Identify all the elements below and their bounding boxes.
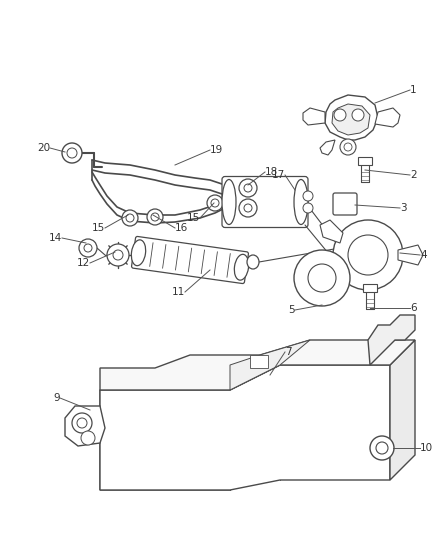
Circle shape [340,139,356,155]
Circle shape [151,213,159,221]
FancyBboxPatch shape [358,157,372,165]
Text: 6: 6 [410,303,417,313]
FancyBboxPatch shape [363,284,377,292]
Circle shape [62,143,82,163]
Circle shape [239,179,257,197]
Circle shape [308,264,336,292]
Circle shape [244,184,252,192]
Text: 11: 11 [172,287,185,297]
Circle shape [77,418,87,428]
Text: 16: 16 [175,223,188,233]
Circle shape [113,250,123,260]
Polygon shape [390,340,415,480]
Polygon shape [332,104,370,135]
Text: 17: 17 [272,170,285,180]
Text: 3: 3 [400,203,406,213]
Text: 12: 12 [77,258,90,268]
Polygon shape [100,340,415,390]
Circle shape [107,244,129,266]
Polygon shape [230,340,310,390]
Circle shape [244,204,252,212]
Circle shape [333,220,403,290]
Text: 9: 9 [53,393,60,403]
Circle shape [344,143,352,151]
Text: 7: 7 [285,347,292,357]
Text: 4: 4 [420,250,427,260]
Ellipse shape [247,255,259,269]
Ellipse shape [234,254,249,280]
Polygon shape [320,220,343,243]
Circle shape [334,109,346,121]
Polygon shape [325,95,378,140]
Circle shape [72,413,92,433]
Text: 5: 5 [288,305,295,315]
Text: 15: 15 [187,213,200,223]
FancyBboxPatch shape [222,176,308,228]
Text: 19: 19 [210,145,223,155]
Circle shape [303,203,313,213]
Circle shape [303,191,313,201]
Circle shape [352,109,364,121]
Circle shape [370,436,394,460]
Text: 1: 1 [410,85,417,95]
Circle shape [122,210,138,226]
Circle shape [79,239,97,257]
Polygon shape [100,365,390,490]
Polygon shape [375,108,400,127]
Circle shape [294,250,350,306]
Polygon shape [320,273,343,297]
Circle shape [348,235,388,275]
Text: 14: 14 [49,233,62,243]
Circle shape [67,148,77,158]
Circle shape [84,244,92,252]
Circle shape [81,431,95,445]
FancyBboxPatch shape [131,237,248,284]
Circle shape [147,209,163,225]
Ellipse shape [131,240,146,265]
Circle shape [126,214,134,222]
Polygon shape [320,140,335,155]
Text: 10: 10 [420,443,433,453]
Circle shape [207,195,223,211]
Circle shape [211,199,219,207]
Polygon shape [368,315,415,365]
Ellipse shape [222,180,236,224]
FancyBboxPatch shape [250,355,268,368]
Text: 20: 20 [37,143,50,153]
Text: 18: 18 [265,167,278,177]
Polygon shape [65,406,105,446]
FancyBboxPatch shape [333,193,357,215]
Text: 2: 2 [410,170,417,180]
Text: 15: 15 [92,223,105,233]
Circle shape [376,442,388,454]
Polygon shape [398,245,423,265]
Polygon shape [303,108,325,125]
Circle shape [239,199,257,217]
Ellipse shape [294,180,308,224]
Polygon shape [100,365,280,490]
